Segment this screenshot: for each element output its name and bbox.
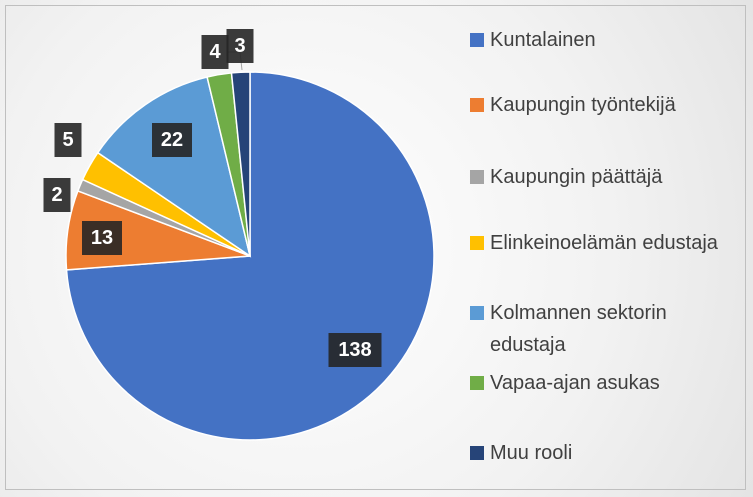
- data-label: 138: [338, 339, 371, 361]
- data-label: 3: [234, 35, 245, 57]
- legend-swatch: [470, 376, 484, 390]
- legend-label: Kuntalainen: [490, 29, 596, 51]
- data-label-box: [328, 333, 382, 367]
- legend-item: Elinkeinoelämän edustaja: [470, 227, 720, 259]
- legend-label: Vapaa-ajan asukas: [490, 372, 660, 394]
- legend-swatch: [470, 98, 484, 112]
- legend-swatch: [470, 236, 484, 250]
- data-label: 13: [91, 227, 113, 249]
- data-label: 5: [62, 129, 73, 151]
- legend-item: Kolmannen sektorin edustaja: [470, 297, 720, 361]
- legend-label: Elinkeinoelämän edustaja: [490, 232, 718, 254]
- legend-item: Muu rooli: [470, 437, 720, 469]
- data-label-box: [43, 178, 71, 212]
- legend-item: Vapaa-ajan asukas: [470, 367, 720, 399]
- legend-item: Kaupungin päättäjä: [470, 161, 720, 193]
- data-label: 22: [161, 129, 183, 151]
- data-label: 4: [209, 41, 221, 63]
- pie-slice: [96, 76, 252, 258]
- legend-label: Kaupungin päättäjä: [490, 166, 663, 188]
- data-label-box: [201, 35, 229, 69]
- data-label: 2: [51, 184, 62, 206]
- legend-label: Kolmannen sektorin edustaja: [490, 302, 667, 356]
- data-label-box: [54, 123, 82, 157]
- pie-slice: [230, 71, 251, 257]
- legend-item: Kuntalainen: [470, 24, 720, 56]
- legend-label: Muu rooli: [490, 442, 573, 464]
- chart-border: [5, 5, 746, 490]
- data-label-box: [152, 123, 192, 157]
- data-label-box: [82, 221, 122, 255]
- legend-label: Kaupungin työntekijä: [490, 94, 676, 116]
- legend-swatch: [470, 170, 484, 184]
- legend-item: Kaupungin työntekijä: [470, 89, 720, 121]
- legend-swatch: [470, 33, 484, 47]
- legend-swatch: [470, 446, 484, 460]
- data-label-box: [226, 29, 254, 63]
- legend-swatch: [470, 306, 484, 320]
